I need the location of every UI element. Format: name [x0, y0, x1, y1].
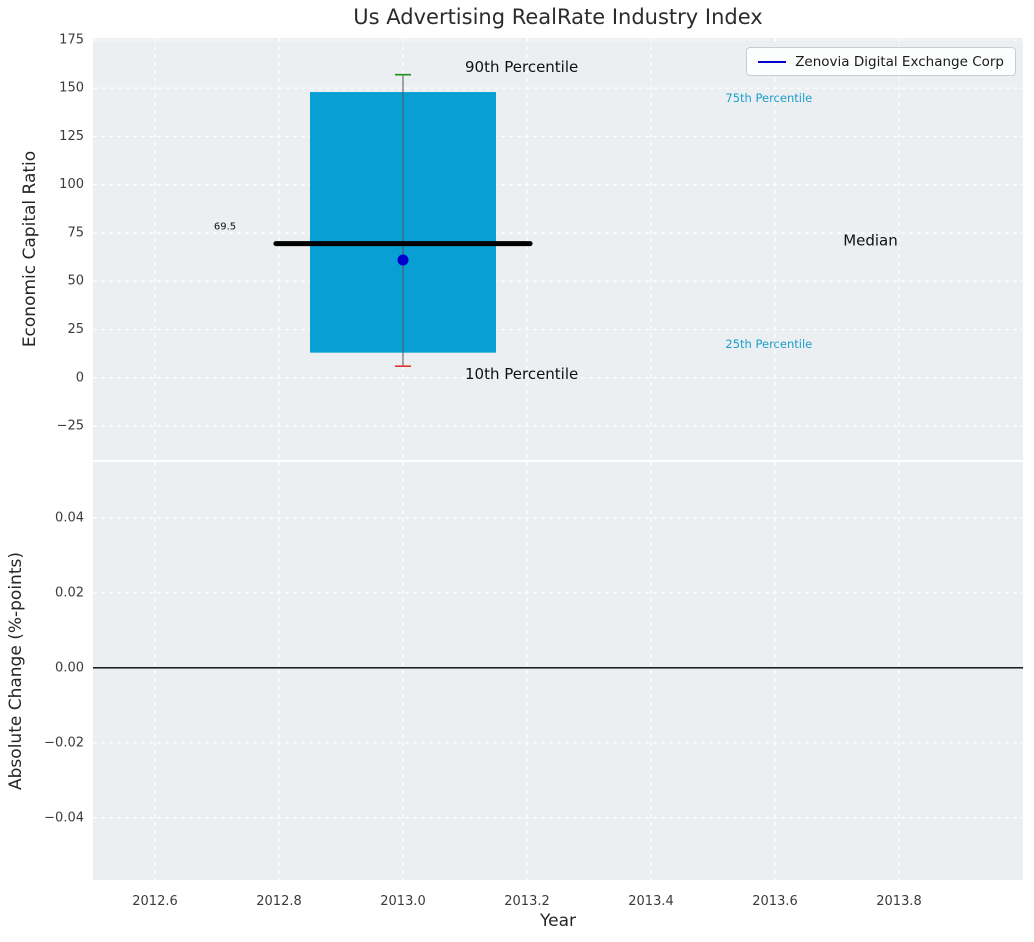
- bottom-plot-svg: 0.04 0.02 0.00 −0.02 −0.04 2012.6 2012.8 2013.0…: [44, 462, 1023, 909]
- y-tick-label: 25: [67, 322, 84, 337]
- x-tick-label: 2013.2: [504, 894, 550, 909]
- company-marker: [397, 254, 409, 266]
- top-plot-svg: 175 150 125 100 75 50 25 0 −25 90th Percentile 10t…: [57, 32, 1023, 460]
- x-axis-label: Year: [540, 911, 576, 931]
- y-tick-label: 125: [59, 129, 84, 144]
- y-tick-label: −25: [57, 419, 84, 434]
- p90-label: 90th Percentile: [465, 58, 578, 76]
- bottom-plot-area: 0.04 0.02 0.00 −0.02 −0.04 2012.6 2012.8 2013.0…: [44, 462, 1023, 909]
- y-tick-label: 100: [59, 177, 84, 192]
- y-tick-label: 50: [67, 274, 84, 289]
- x-tick-label: 2013.0: [380, 894, 426, 909]
- x-tick-label: 2013.4: [628, 894, 674, 909]
- x-tick-label: 2013.8: [876, 894, 922, 909]
- median-label: Median: [843, 232, 898, 250]
- bottom-y-axis-label: Absolute Change (%-points): [6, 552, 26, 790]
- y-tick-label: −0.04: [44, 810, 84, 825]
- y-tick-label: 75: [67, 225, 84, 240]
- top-plot-area: 175 150 125 100 75 50 25 0 −25 90th Percentile 10t…: [57, 32, 1023, 460]
- y-tick-label: 0: [76, 370, 84, 385]
- y-tick-label: 0.04: [55, 510, 84, 525]
- y-tick-label: 0.02: [55, 585, 84, 600]
- p75-label: 75th Percentile: [725, 91, 812, 105]
- y-tick-label: −0.02: [44, 735, 84, 750]
- y-tick-label: 175: [59, 32, 84, 47]
- y-tick-label: 150: [59, 81, 84, 96]
- x-tick-label: 2012.8: [256, 894, 302, 909]
- median-value-label: 69.5: [214, 222, 236, 233]
- y-tick-label: 0.00: [55, 660, 84, 675]
- p10-label: 10th Percentile: [465, 365, 578, 383]
- x-tick-label: 2012.6: [132, 894, 178, 909]
- x-tick-label: 2013.6: [752, 894, 798, 909]
- top-y-axis-label: Economic Capital Ratio: [20, 150, 40, 348]
- legend: Zenovia Digital Exchange Corp: [746, 47, 1016, 76]
- legend-line-sample: [758, 60, 787, 63]
- legend-label: Zenovia Digital Exchange Corp: [795, 53, 1004, 70]
- p25-label: 25th Percentile: [725, 337, 812, 351]
- chart-title: Us Advertising RealRate Industry Index: [353, 5, 763, 29]
